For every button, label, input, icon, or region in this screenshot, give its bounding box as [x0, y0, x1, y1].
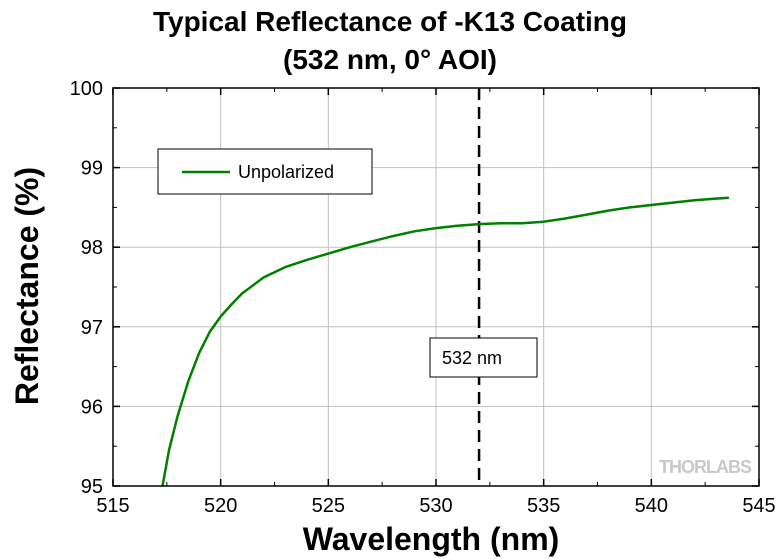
annotation: 532 nm — [429, 337, 538, 378]
legend: Unpolarized — [157, 148, 373, 195]
y-tick-labels: 95 96 97 98 99 100 — [70, 78, 103, 498]
x-tick-labels: 515 520 525 530 535 540 545 — [96, 495, 775, 517]
grid-lines — [113, 88, 759, 486]
legend-label-unpolarized: Unpolarized — [238, 162, 334, 182]
y-tick-label: 95 — [81, 476, 103, 498]
y-tick-label: 99 — [81, 158, 103, 180]
annotation-label: 532 nm — [442, 348, 502, 368]
chart-title-line-1: Typical Reflectance of -K13 Coating — [152, 6, 628, 37]
annotation-box — [429, 337, 538, 378]
y-tick-label: 100 — [70, 78, 103, 100]
series-line-unpolarized — [161, 196, 729, 487]
y-tick-label: 96 — [81, 396, 103, 418]
x-tick-label: 525 — [312, 495, 345, 517]
x-tick-label: 530 — [419, 495, 452, 517]
axis-ticks — [112, 87, 760, 487]
y-tick-label: 98 — [81, 237, 103, 259]
x-tick-label: 515 — [96, 495, 129, 517]
chart-title-line-2: (532 nm, 0° AOI) — [283, 44, 497, 75]
x-tick-label: 535 — [527, 495, 560, 517]
y-tick-label: 97 — [81, 317, 103, 339]
x-axis-title: Wavelength (nm) — [303, 521, 560, 557]
x-tick-label: 540 — [635, 495, 668, 517]
thorlabs-logo: THORLABS — [659, 457, 752, 477]
x-tick-label: 520 — [204, 495, 237, 517]
y-axis-title: Reflectance (%) — [9, 167, 45, 405]
x-tick-label: 545 — [742, 495, 775, 517]
series-group — [161, 196, 729, 487]
